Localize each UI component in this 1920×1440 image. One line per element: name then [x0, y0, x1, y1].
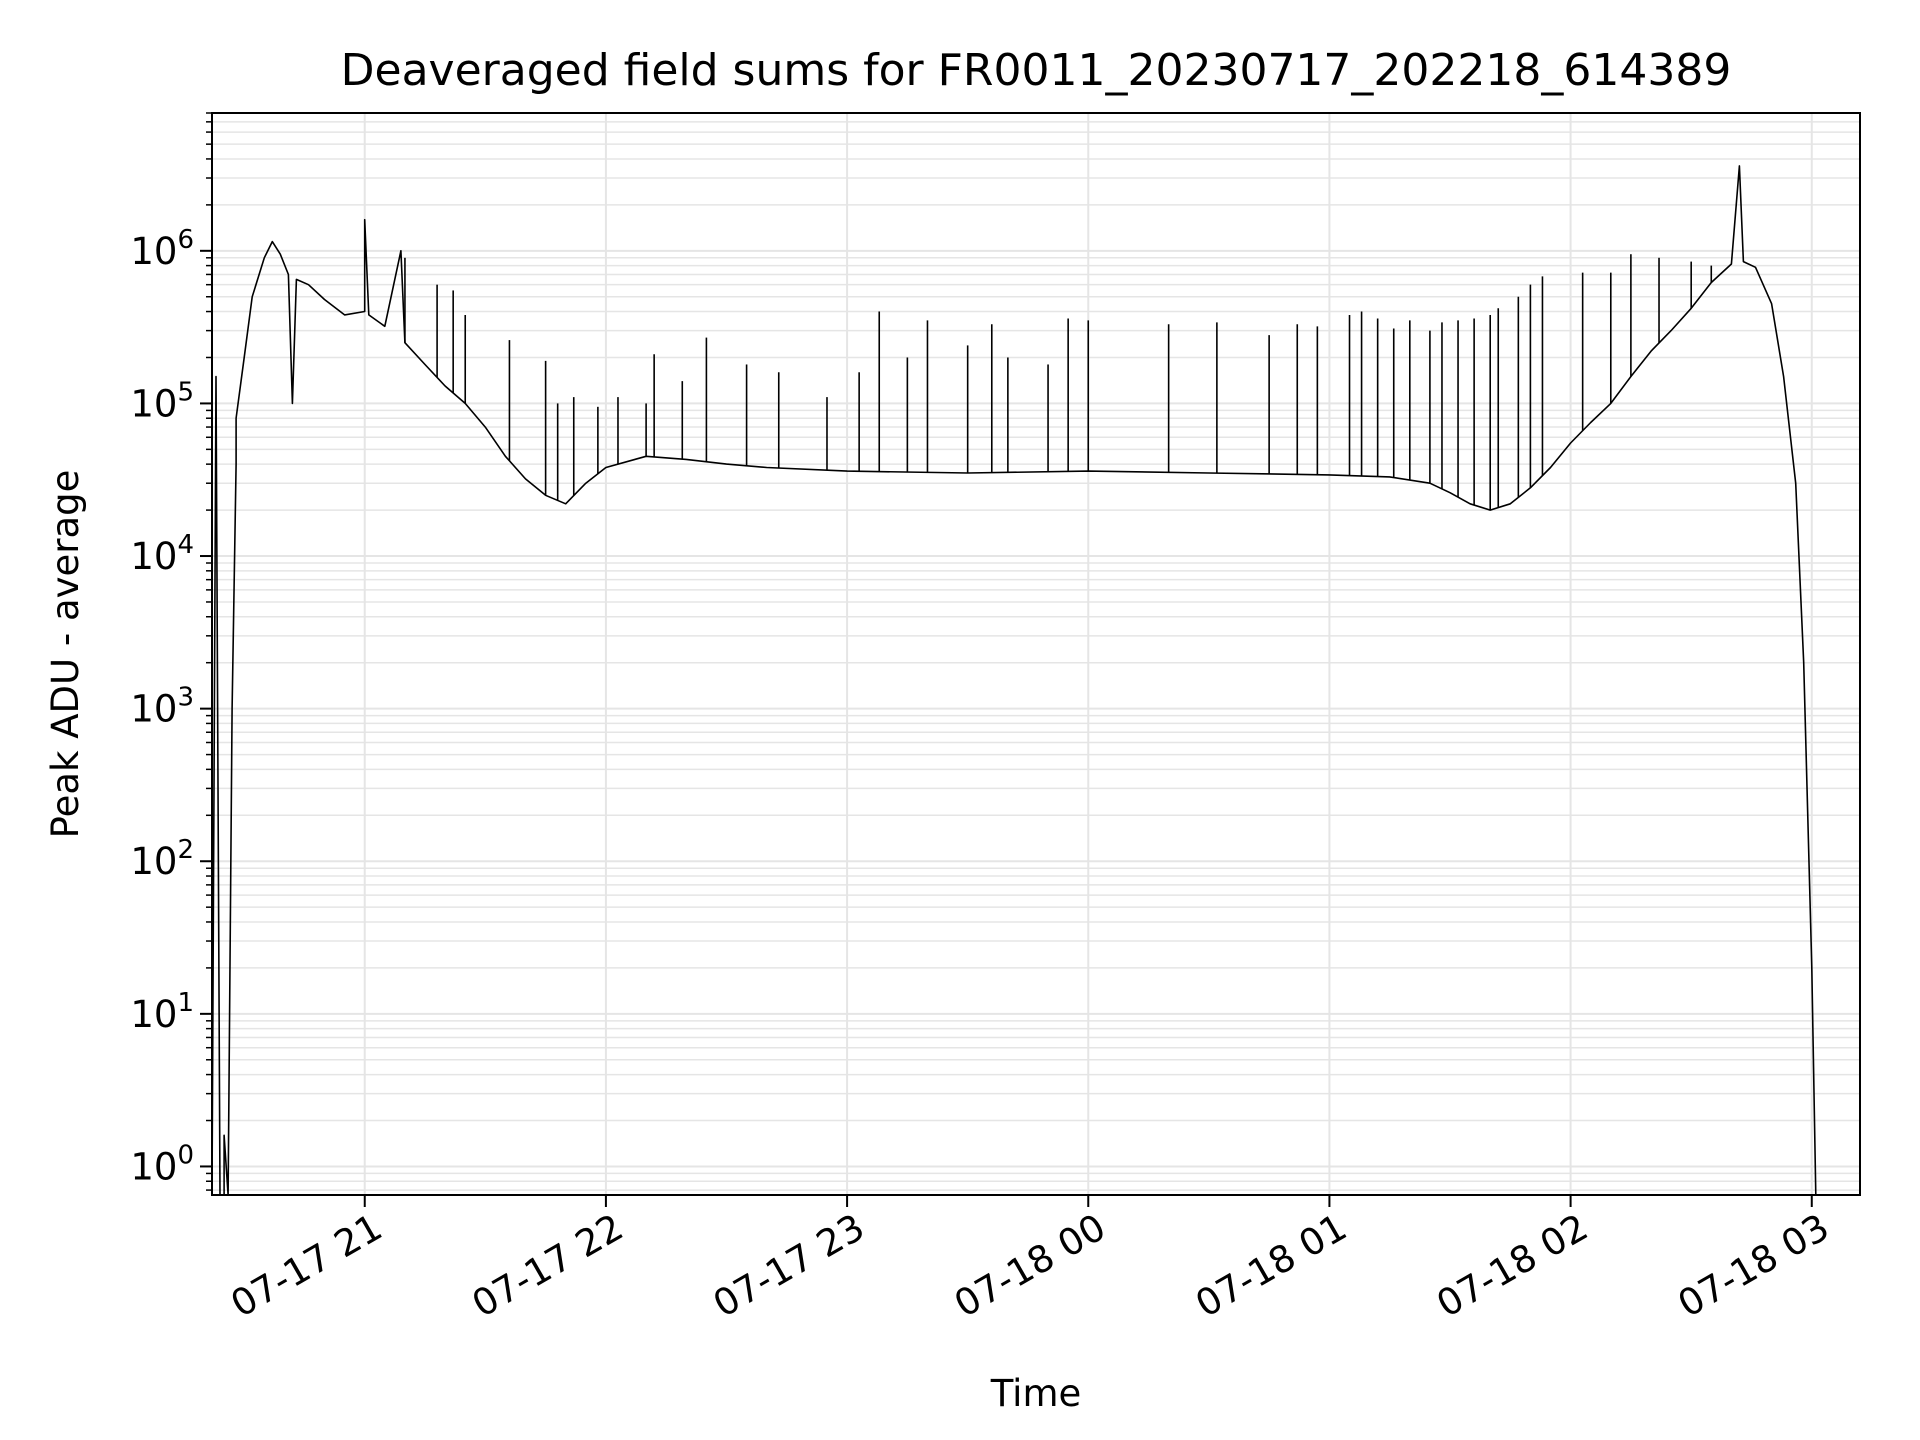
y-tick-label: 102: [130, 835, 194, 883]
y-tick-label: 101: [130, 988, 194, 1036]
y-tick-label: 106: [130, 225, 194, 273]
y-tick-label: 103: [130, 683, 194, 731]
x-axis-label: Time: [990, 1372, 1082, 1415]
y-axis: 100 101 102 103 104 105 106: [130, 112, 212, 1191]
y-axis-label: Peak ADU - average: [44, 470, 87, 839]
plot-frame: [211, 112, 1861, 1196]
chart-title: Deaveraged field sums for FR0011_2023071…: [341, 45, 1732, 96]
data-line: [211, 165, 1817, 1196]
y-tick-label: 105: [130, 377, 194, 425]
y-tick-label: 100: [130, 1140, 194, 1188]
data-area: [211, 165, 1817, 1196]
y-tick-label: 104: [130, 530, 194, 578]
grid: [212, 112, 1860, 1195]
